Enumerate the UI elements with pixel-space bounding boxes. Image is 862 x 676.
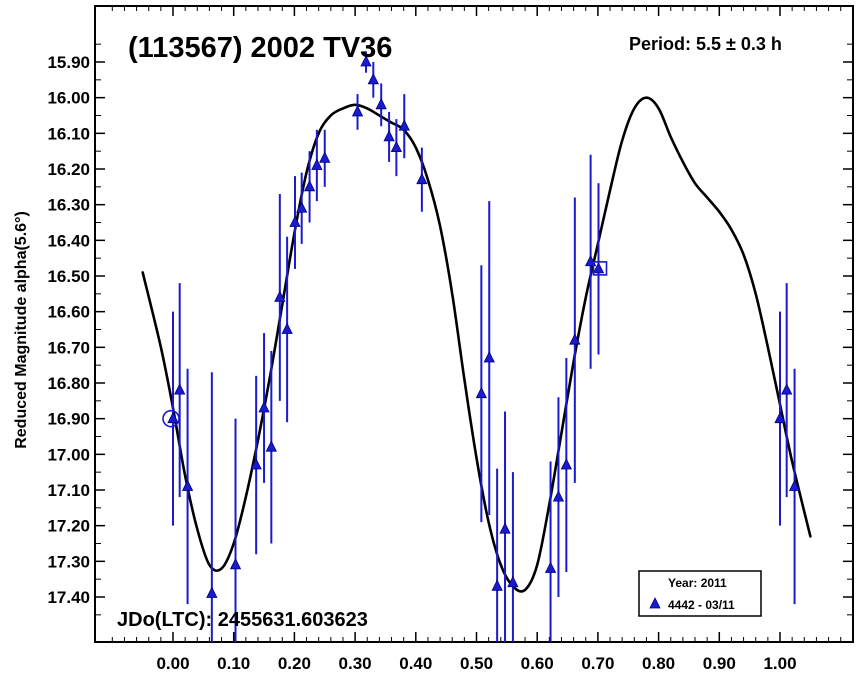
data-point-triangle — [367, 72, 379, 85]
x-tick-label: 0.80 — [642, 654, 675, 673]
y-tick-label: 16.50 — [47, 267, 90, 286]
epoch-label: JDo(LTC): 2455631.603623 — [117, 609, 368, 631]
y-tick-label: 16.00 — [47, 89, 90, 108]
y-tick-label: 17.30 — [47, 552, 90, 571]
data-point-triangle — [552, 490, 565, 502]
data-point-triangle — [229, 558, 242, 570]
x-tick-label: 0.40 — [399, 654, 432, 673]
x-tick-label: 0.70 — [581, 654, 614, 673]
y-tick-label: 16.90 — [47, 410, 90, 429]
y-tick-label: 16.20 — [47, 160, 90, 179]
legend: Year: 2011 4442 - 03/11 — [638, 570, 762, 617]
data-markers — [167, 55, 801, 598]
data-point-triangle — [250, 458, 262, 470]
data-point-triangle — [499, 522, 511, 534]
y-tick-label: 16.10 — [47, 124, 90, 143]
y-tick-label: 16.30 — [47, 196, 90, 215]
highlight-circle-marker — [162, 409, 180, 428]
data-point-triangle — [383, 130, 395, 142]
data-point-triangle — [258, 401, 270, 413]
x-tick-label: 0.20 — [278, 654, 311, 673]
data-point-triangle — [274, 290, 286, 302]
data-point-triangle — [390, 140, 403, 153]
x-tick-label: 0.00 — [156, 654, 189, 673]
x-tick-label: 0.60 — [521, 654, 554, 673]
x-tick-label: 0.30 — [339, 654, 372, 673]
fit-curve — [141, 96, 812, 593]
data-point-triangle — [592, 261, 605, 274]
data-point-triangle — [483, 351, 495, 363]
error-bars — [172, 51, 796, 642]
plot-frame — [94, 5, 854, 643]
data-point-triangle — [181, 479, 194, 491]
data-point-triangle — [311, 158, 323, 170]
data-point-triangle — [416, 172, 428, 185]
legend-triangle-icon — [649, 597, 661, 609]
data-point-triangle — [206, 586, 218, 598]
y-tick-label: 16.80 — [47, 374, 90, 393]
chart-title: (113567) 2002 TV36 — [128, 32, 392, 64]
x-tick-label: 0.90 — [703, 654, 736, 673]
x-tick-label: 1.00 — [763, 654, 796, 673]
y-tick-label: 15.90 — [47, 53, 90, 72]
y-tick-label: 16.60 — [47, 303, 90, 322]
period-label: Period: 5.5 ± 0.3 h — [629, 34, 782, 54]
highlight-square-marker — [592, 261, 608, 276]
data-point-triangle — [475, 386, 488, 399]
data-point-triangle — [774, 411, 786, 424]
y-axis-label: Reduced Magnitude alpha(5.6°) — [13, 211, 30, 449]
highlight-markers — [162, 261, 608, 428]
y-tick-label: 16.40 — [47, 231, 90, 250]
x-axis: 0.00 0.10 0.20 0.30 0.40 0.50 0.60 0.70 0.80 0.90… — [111, 6, 842, 673]
x-tick-label: 0.10 — [217, 654, 250, 673]
data-point-triangle — [303, 179, 316, 192]
legend-title: Year: 2011 — [668, 576, 727, 590]
data-point-triangle — [544, 561, 557, 573]
y-tick-label: 17.10 — [47, 481, 90, 500]
data-point-triangle — [265, 440, 277, 452]
y-tick-label: 16.70 — [47, 338, 90, 357]
data-point-triangle — [375, 97, 387, 110]
y-tick-label: 17.40 — [47, 588, 90, 607]
data-point-triangle — [788, 479, 801, 491]
data-point-triangle — [289, 215, 301, 227]
data-point-triangle — [319, 151, 331, 163]
data-point-triangle — [560, 458, 572, 470]
data-point-triangle — [569, 333, 581, 345]
data-point-triangle — [296, 201, 308, 213]
data-point-triangle — [351, 105, 364, 117]
y-axis: 15.90 16.00 16.10 16.20 16.30 16.40 16.50 16.60… — [47, 43, 853, 616]
data-point-triangle — [507, 575, 519, 588]
data-point-triangle — [360, 55, 372, 67]
legend-box — [638, 570, 762, 617]
data-point-triangle — [174, 383, 186, 395]
y-tick-label: 17.20 — [47, 517, 90, 536]
data-point-triangle — [281, 322, 293, 334]
data-point-triangle — [491, 579, 503, 591]
data-point-triangle — [398, 119, 410, 131]
legend-entry: 4442 - 03/11 — [668, 598, 735, 612]
data-point-triangle — [781, 383, 793, 395]
data-point-triangle — [167, 411, 179, 424]
x-tick-label: 0.50 — [460, 654, 493, 673]
y-tick-label: 17.00 — [47, 445, 90, 464]
